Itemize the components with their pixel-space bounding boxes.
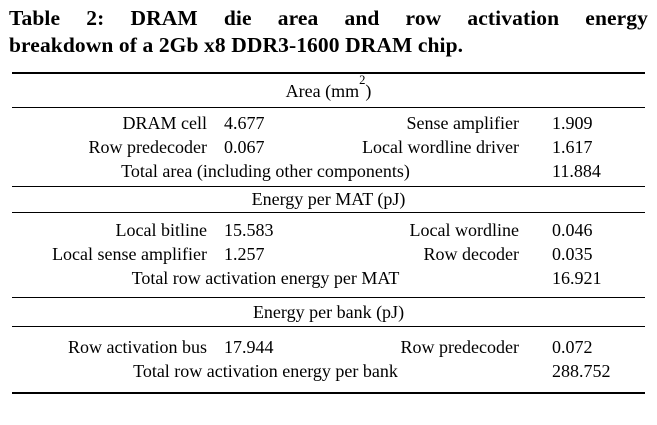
area-unit-close: ) bbox=[365, 81, 372, 101]
total-label: Total row activation energy per MAT bbox=[131, 268, 400, 288]
cell-label: Row predecoder bbox=[88, 137, 207, 157]
total-value: 16.921 bbox=[552, 268, 602, 288]
cell-label: Local sense amplifier bbox=[52, 244, 207, 264]
area-unit-text: Area (mm bbox=[285, 81, 360, 101]
table-caption-line2: breakdown of a 2Gb x8 DDR3-1600 DRAM chi… bbox=[9, 33, 464, 57]
cell-label: Local wordline driver bbox=[362, 137, 519, 157]
section-header-area: Area (mm2) bbox=[12, 72, 646, 108]
table-row: Row activation bus 17.944 Row predecoder… bbox=[12, 327, 645, 360]
section-header-energy-mat-label: Energy per MAT (pJ) bbox=[12, 186, 646, 213]
table-row: DRAM cell 4.677 Sense amplifier 1.909 bbox=[12, 108, 645, 136]
total-label: Total area (including other components) bbox=[121, 161, 410, 181]
cell-label: Row predecoder bbox=[400, 337, 519, 357]
cell-value: 4.677 bbox=[224, 113, 265, 133]
section-header-area-label: Area (mm2) bbox=[12, 72, 646, 108]
table-total-row: Total row activation energy per MAT 16.9… bbox=[12, 266, 645, 298]
cell-value: 0.035 bbox=[552, 244, 593, 264]
cell-label: Row decoder bbox=[423, 244, 519, 264]
table-caption: Table 2: DRAM die area and row activatio… bbox=[9, 5, 648, 59]
section-header-energy-bank: Energy per bank (pJ) bbox=[12, 297, 646, 327]
total-value: 288.752 bbox=[552, 361, 611, 381]
dram-area-energy-table: Area (mm2) DRAM cell 4.677 Sense amplifi… bbox=[12, 72, 646, 394]
cell-value: 1.617 bbox=[552, 137, 593, 157]
total-value: 11.884 bbox=[552, 161, 601, 181]
cell-value: 0.046 bbox=[552, 220, 593, 240]
cell-label: Row activation bus bbox=[68, 337, 207, 357]
cell-label: DRAM cell bbox=[122, 113, 208, 133]
section-header-energy-bank-label: Energy per bank (pJ) bbox=[12, 297, 646, 327]
cell-label: Local wordline bbox=[409, 220, 519, 240]
table-row: Row predecoder 0.067 Local wordline driv… bbox=[12, 135, 645, 159]
section-header-energy-mat: Energy per MAT (pJ) bbox=[12, 186, 646, 213]
paper-page: Table 2: DRAM die area and row activatio… bbox=[0, 5, 657, 394]
cell-label: Local bitline bbox=[115, 220, 207, 240]
table-row: Local bitline 15.583 Local wordline 0.04… bbox=[12, 213, 645, 243]
cell-value: 17.944 bbox=[224, 337, 274, 357]
table-caption-line1: Table 2: DRAM die area and row activatio… bbox=[9, 6, 648, 30]
cell-value: 1.257 bbox=[224, 244, 265, 264]
table-row: Local sense amplifier 1.257 Row decoder … bbox=[12, 242, 645, 266]
cell-label: Sense amplifier bbox=[406, 113, 519, 133]
cell-value: 0.067 bbox=[224, 137, 265, 157]
table-total-row: Total row activation energy per bank 288… bbox=[12, 359, 645, 393]
cell-value: 1.909 bbox=[552, 113, 593, 133]
cell-value: 15.583 bbox=[224, 220, 274, 240]
cell-value: 0.072 bbox=[552, 337, 593, 357]
table-total-row: Total area (including other components) … bbox=[12, 159, 645, 187]
total-label: Total row activation energy per bank bbox=[133, 361, 398, 381]
area-unit-superscript: 2 bbox=[359, 73, 366, 88]
